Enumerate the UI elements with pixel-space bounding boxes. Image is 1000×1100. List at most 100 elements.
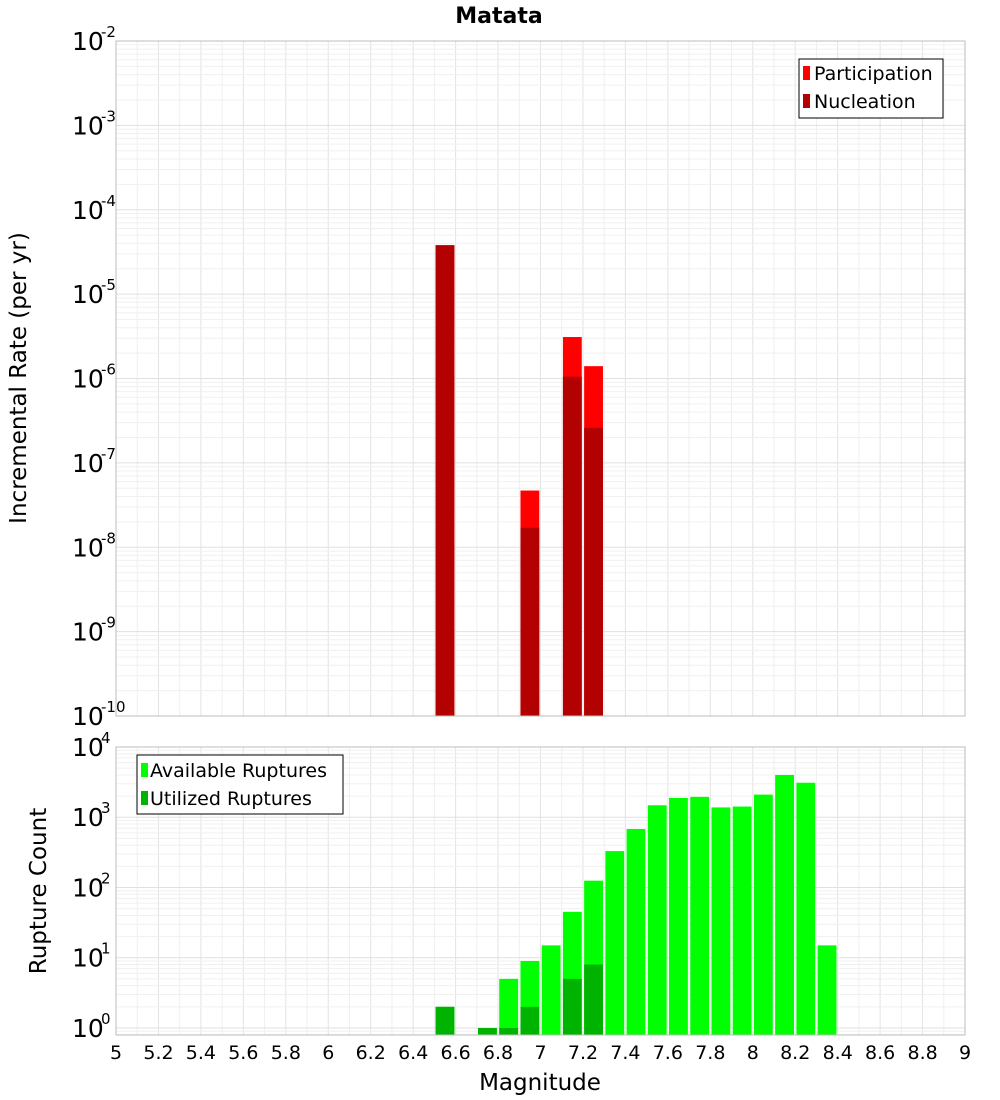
bar-utilized-ruptures-5 (584, 964, 603, 1035)
bar-utilized-ruptures-0 (435, 1006, 455, 1035)
bar-utilized-ruptures-1 (478, 1027, 497, 1035)
y-tick-exponent: -8 (101, 529, 116, 547)
y-tick-base: 10 (72, 1014, 104, 1043)
top-legend-box (798, 58, 944, 119)
x-tick-label: 6.4 (398, 1042, 428, 1064)
bar-available-ruptures-17 (817, 945, 837, 1035)
bottom-legend-box (136, 754, 344, 815)
bottom-legend: Available Ruptures Utilized Ruptures (136, 754, 344, 815)
y-tick-base: 10 (72, 280, 104, 309)
bar-available-ruptures-2 (499, 978, 519, 1035)
y-tick-base: 10 (72, 944, 104, 973)
x-axis-ticks: 5 5.2 5.4 5.6 5.8 6 6.2 6.4 6.6 6.8 7 7.2 7.4 7.6 7.8 8… (110, 1042, 971, 1064)
x-tick-label: 8 (747, 1042, 759, 1064)
x-tick-label: 8.8 (907, 1042, 937, 1064)
top-plot-border (115, 40, 966, 717)
y-tick-label: 10-9 (72, 614, 116, 647)
x-tick-label: 6.8 (483, 1042, 513, 1064)
y-tick-label: 10-4 (72, 192, 116, 225)
x-tick-label: 6.2 (356, 1042, 386, 1064)
y-tick-exponent: -2 (101, 23, 116, 41)
y-tick-base: 10 (72, 365, 104, 394)
x-tick-label: 7 (534, 1042, 546, 1064)
x-tick-label: 7.6 (653, 1042, 683, 1064)
y-tick-label: 10-6 (72, 361, 116, 394)
y-tick-label: 10-5 (72, 276, 116, 309)
bar-available-ruptures-15 (775, 774, 794, 1035)
y-tick-exponent: 2 (101, 870, 111, 888)
y-tick-label: 100 (72, 1010, 111, 1043)
y-tick-label: 10-2 (72, 23, 116, 56)
y-tick-exponent: 0 (101, 1010, 111, 1028)
y-tick-base: 10 (72, 27, 104, 56)
y-tick-base: 10 (72, 803, 104, 832)
x-axis-label: Magnitude (479, 1070, 601, 1096)
bar-utilized-ruptures-4 (562, 978, 582, 1035)
bar-utilized-ruptures-2 (499, 1027, 519, 1035)
bar-nucleation-0 (435, 245, 455, 716)
y-tick-label: 104 (72, 729, 111, 762)
top-y-ticks: 10-210-310-410-510-610-710-810-910-10 (72, 23, 126, 731)
x-tick-label: 5.4 (186, 1042, 216, 1064)
y-tick-label: 10-10 (72, 698, 126, 731)
y-tick-exponent: -7 (101, 445, 116, 463)
top-bars (435, 245, 603, 716)
x-tick-label: 5.8 (271, 1042, 301, 1064)
y-tick-exponent: 1 (101, 940, 111, 958)
y-tick-label: 10-8 (72, 529, 116, 562)
top-panel: 10-210-310-410-510-610-710-810-910-10 In… (6, 23, 966, 731)
bottom-plot-border (115, 746, 966, 1036)
y-tick-label: 10-3 (72, 107, 116, 140)
y-tick-base: 10 (72, 618, 104, 647)
y-tick-label: 103 (72, 799, 111, 832)
x-tick-label: 7.2 (568, 1042, 598, 1064)
y-tick-base: 10 (72, 533, 104, 562)
y-tick-exponent: -9 (101, 614, 116, 632)
legend-label-available-ruptures: Available Ruptures (150, 760, 327, 782)
y-tick-label: 101 (72, 940, 111, 973)
y-tick-exponent: 4 (101, 729, 111, 747)
y-tick-exponent: -3 (101, 107, 116, 125)
legend-swatch-available-ruptures (141, 763, 148, 777)
bottom-bars (435, 774, 837, 1035)
legend-swatch-participation (803, 66, 810, 80)
bottom-y-axis-label: Rupture Count (26, 808, 52, 974)
x-tick-label: 8.6 (865, 1042, 895, 1064)
bar-nucleation-1 (520, 527, 540, 716)
legend-label-nucleation: Nucleation (814, 91, 916, 113)
y-tick-exponent: -4 (101, 192, 116, 210)
bar-utilized-ruptures-3 (520, 1006, 540, 1035)
legend-label-participation: Participation (814, 63, 933, 85)
x-tick-label: 6 (322, 1042, 334, 1064)
bar-available-ruptures-12 (711, 807, 731, 1035)
bar-available-ruptures-7 (605, 851, 625, 1035)
top-grid (115, 40, 966, 717)
bar-available-ruptures-4 (541, 945, 561, 1035)
x-tick-label: 5 (110, 1042, 122, 1064)
y-tick-exponent: -6 (101, 361, 116, 379)
x-tick-label: 5.2 (143, 1042, 173, 1064)
x-tick-label: 7.4 (610, 1042, 640, 1064)
bar-available-ruptures-9 (647, 805, 667, 1035)
y-tick-base: 10 (72, 733, 104, 762)
y-tick-exponent: 3 (101, 799, 111, 817)
x-tick-label: 8.4 (823, 1042, 853, 1064)
y-tick-base: 10 (72, 111, 104, 140)
x-tick-label: 9 (959, 1042, 971, 1064)
legend-swatch-utilized-ruptures (141, 791, 148, 805)
x-tick-label: 7.8 (695, 1042, 725, 1064)
bar-available-ruptures-16 (796, 782, 816, 1035)
top-legend: Participation Nucleation (798, 58, 944, 119)
legend-swatch-nucleation (803, 94, 810, 108)
bar-available-ruptures-11 (690, 796, 710, 1035)
bar-nucleation-2 (562, 376, 582, 716)
bar-available-ruptures-10 (669, 797, 688, 1035)
bar-available-ruptures-8 (626, 829, 646, 1035)
top-y-axis-label: Incremental Rate (per yr) (6, 232, 32, 524)
bar-nucleation-3 (584, 427, 603, 716)
x-tick-label: 8.2 (780, 1042, 810, 1064)
y-tick-exponent: -5 (101, 276, 116, 294)
